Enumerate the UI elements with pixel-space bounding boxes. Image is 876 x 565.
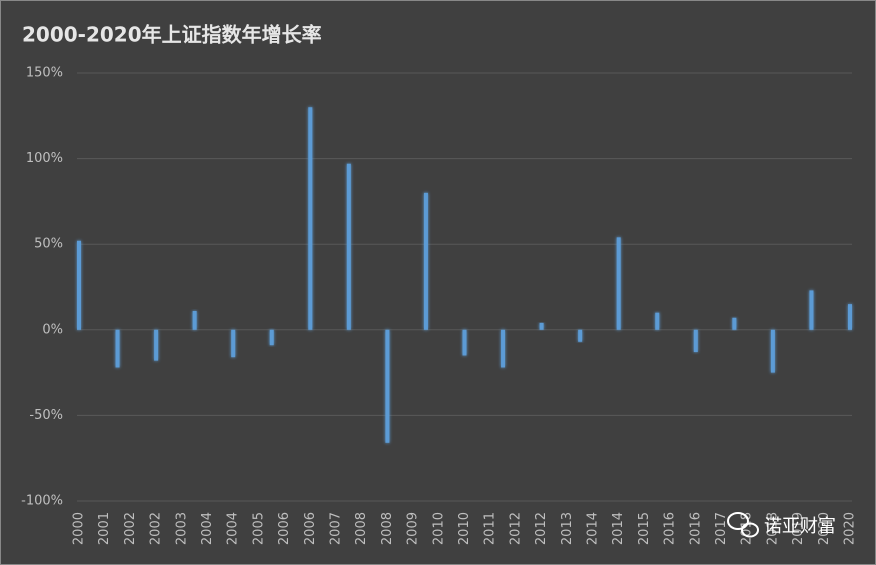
watermark-text: 诺亚财富: [764, 516, 836, 537]
bar: [848, 304, 852, 330]
bar: [346, 163, 351, 330]
x-tick-label: 2014: [585, 512, 600, 545]
x-tick-label: 2011: [483, 512, 498, 545]
bar: [770, 329, 775, 373]
x-tick-label: 2016: [688, 512, 703, 545]
y-tick-label: 100%: [26, 151, 63, 166]
bar: [192, 310, 197, 330]
x-tick-label: 2002: [149, 512, 164, 545]
x-tick-label: 2012: [534, 512, 549, 545]
bar: [308, 107, 313, 330]
bar: [693, 329, 698, 353]
x-tick-label: 2019: [791, 512, 806, 545]
x-tick-label: 2015: [637, 512, 652, 545]
bar: [269, 329, 274, 346]
x-tick-label: 2005: [251, 512, 266, 545]
chart-title: 2000-2020年上证指数年增长率: [22, 23, 322, 47]
bar: [423, 192, 428, 330]
bar: [154, 329, 159, 361]
x-tick-label: 2014: [611, 512, 626, 545]
x-tick-label: 2010: [431, 512, 446, 545]
bar: [655, 312, 660, 330]
x-tick-label: 2004: [200, 512, 215, 545]
x-tick-label: 2020: [817, 512, 832, 545]
x-tick-label: 2000: [72, 512, 87, 545]
y-tick-label: -50%: [29, 408, 63, 423]
y-tick-label: 50%: [34, 237, 63, 252]
x-tick-label: 2017: [714, 512, 729, 545]
x-tick-label: 2013: [560, 512, 575, 545]
bar: [616, 237, 621, 330]
watermark: 诺亚财富: [727, 512, 836, 538]
bar: [501, 329, 506, 368]
x-tick-label: 2006: [303, 512, 318, 545]
x-tick-label: 2016: [663, 512, 678, 545]
x-tick-label: 2004: [226, 512, 241, 545]
bar: [539, 322, 544, 330]
y-tick-label: 0%: [42, 322, 63, 337]
x-tick-label: 2012: [508, 512, 523, 545]
x-tick-label: 2009: [406, 512, 421, 545]
x-tick-label: 2003: [174, 512, 189, 545]
x-tick-label: 2001: [97, 512, 112, 545]
x-tick-label: 2008: [380, 512, 395, 545]
y-tick-label: 150%: [26, 66, 63, 81]
x-tick-label: 2020: [843, 512, 858, 545]
bar: [77, 240, 81, 330]
bar: [578, 329, 583, 342]
x-tick-label: 2010: [457, 512, 472, 545]
x-tick-label: 2007: [329, 512, 344, 545]
bar: [385, 329, 390, 443]
bar: [462, 329, 467, 356]
bar: [732, 317, 737, 330]
x-tick-label: 2002: [123, 512, 138, 545]
x-tick-label: 2008: [354, 512, 369, 545]
bar: [231, 329, 236, 358]
x-tick-label: 2018: [765, 512, 780, 545]
x-tick-label: 2006: [277, 512, 292, 545]
bar: [809, 290, 814, 330]
bar: [115, 329, 120, 368]
y-tick-label: -100%: [21, 494, 63, 509]
